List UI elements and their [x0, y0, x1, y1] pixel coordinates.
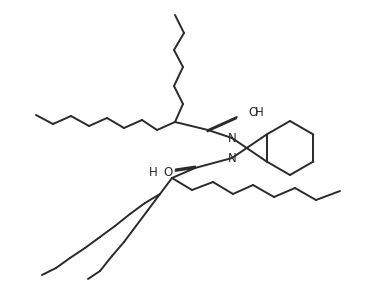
Text: O: O [248, 106, 257, 118]
Text: N: N [228, 152, 236, 164]
Text: O: O [163, 166, 172, 178]
Text: N: N [228, 132, 236, 144]
Text: H: H [149, 166, 158, 178]
Text: H: H [255, 106, 264, 118]
